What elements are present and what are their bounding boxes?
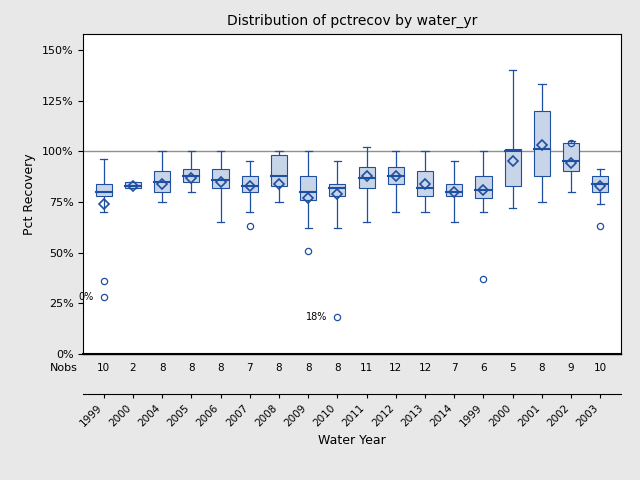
FancyBboxPatch shape [358, 168, 374, 188]
Text: 8: 8 [334, 363, 340, 373]
Text: 5: 5 [509, 363, 516, 373]
Text: 11: 11 [360, 363, 373, 373]
Text: Nobs: Nobs [50, 363, 78, 373]
FancyBboxPatch shape [125, 181, 141, 188]
Text: 12: 12 [389, 363, 403, 373]
Text: 10: 10 [97, 363, 110, 373]
FancyBboxPatch shape [183, 169, 199, 181]
Y-axis label: Pct Recovery: Pct Recovery [23, 153, 36, 235]
Text: 8: 8 [217, 363, 224, 373]
FancyBboxPatch shape [446, 184, 462, 196]
FancyBboxPatch shape [212, 169, 228, 188]
FancyBboxPatch shape [505, 149, 521, 186]
Text: 8: 8 [276, 363, 282, 373]
Text: 7: 7 [246, 363, 253, 373]
FancyBboxPatch shape [417, 171, 433, 196]
FancyBboxPatch shape [271, 155, 287, 186]
FancyBboxPatch shape [300, 176, 316, 200]
FancyBboxPatch shape [242, 176, 258, 192]
X-axis label: Water Year: Water Year [318, 434, 386, 447]
Text: 9: 9 [568, 363, 575, 373]
FancyBboxPatch shape [534, 111, 550, 176]
FancyBboxPatch shape [592, 176, 609, 192]
Text: 8: 8 [305, 363, 312, 373]
FancyBboxPatch shape [563, 143, 579, 171]
Title: Distribution of pctrecov by water_yr: Distribution of pctrecov by water_yr [227, 14, 477, 28]
FancyBboxPatch shape [330, 184, 346, 196]
FancyBboxPatch shape [476, 176, 492, 198]
Text: 8: 8 [188, 363, 195, 373]
Text: 10: 10 [594, 363, 607, 373]
Text: 12: 12 [419, 363, 431, 373]
FancyBboxPatch shape [95, 184, 112, 196]
FancyBboxPatch shape [388, 168, 404, 184]
Text: 0%: 0% [78, 292, 93, 302]
Text: 8: 8 [539, 363, 545, 373]
Text: 18%: 18% [306, 312, 327, 323]
Text: 7: 7 [451, 363, 458, 373]
FancyBboxPatch shape [154, 171, 170, 192]
Text: 8: 8 [159, 363, 165, 373]
Text: 6: 6 [480, 363, 487, 373]
Text: 2: 2 [129, 363, 136, 373]
